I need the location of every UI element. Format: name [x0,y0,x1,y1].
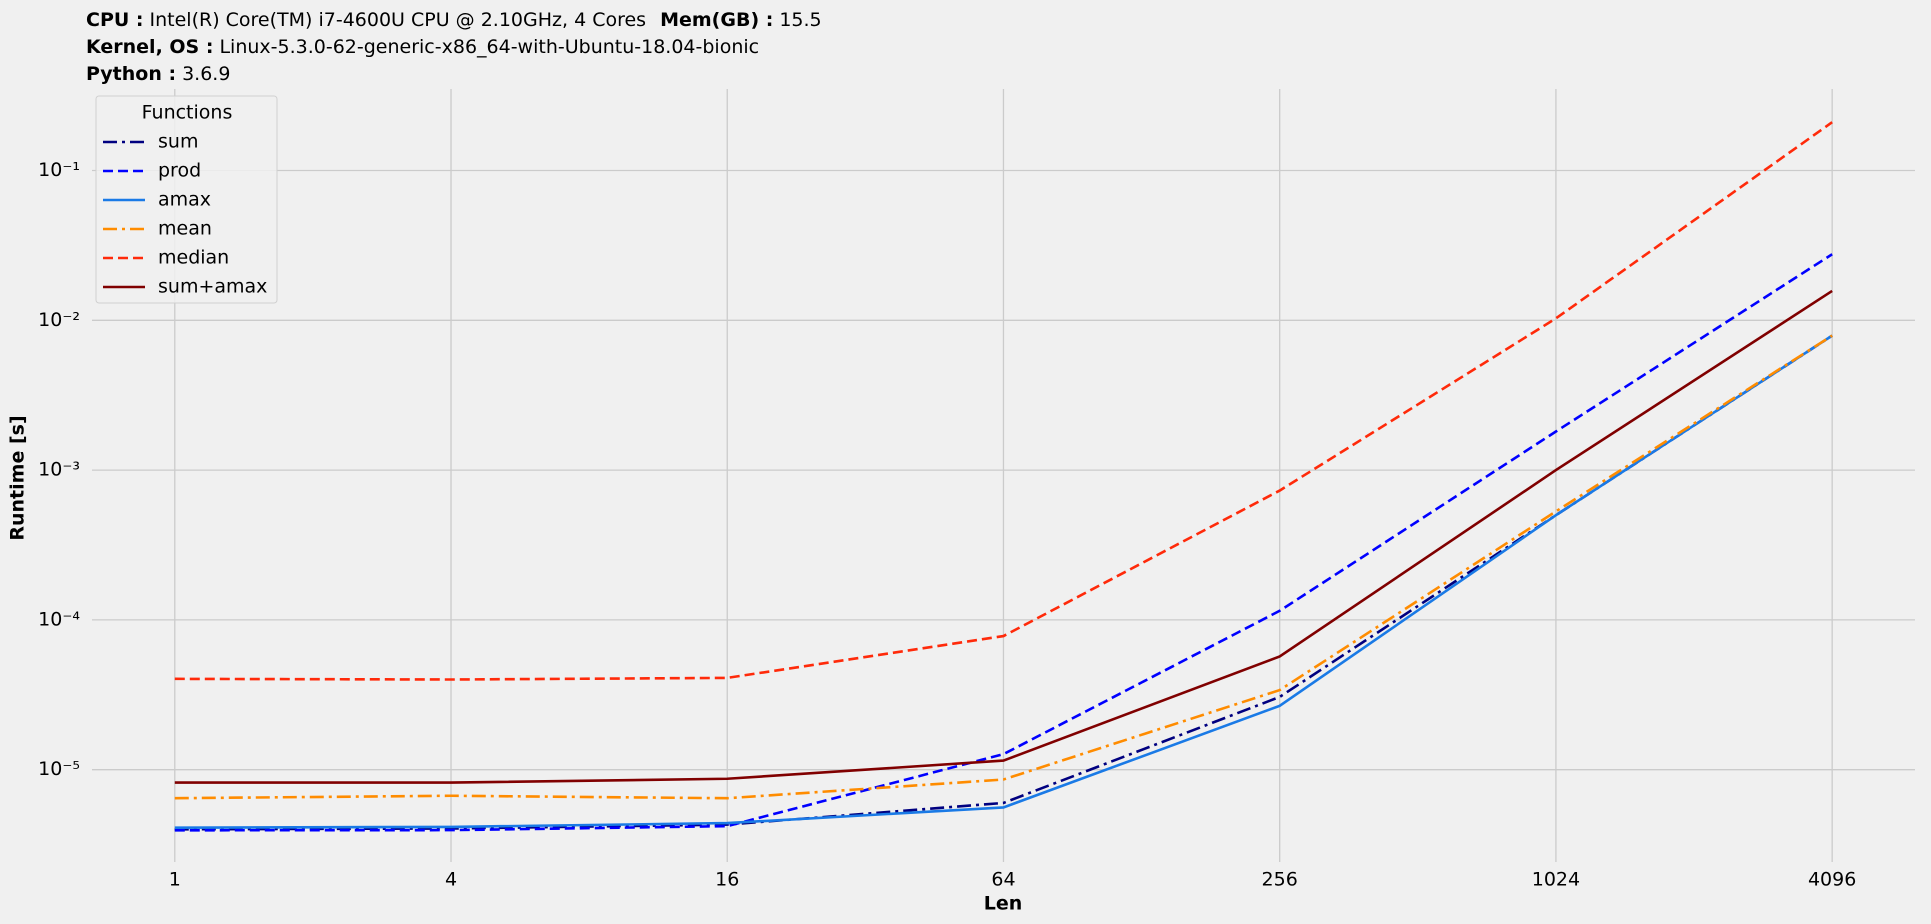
info-value: 15.5 [779,9,821,31]
x-tick-label: 256 [1262,869,1298,891]
legend-box [95,95,278,304]
axes: 1 4 16 64 256 1024 4096 10⁻⁵ 10⁻⁴ 10⁻³ 10⁻² 10⁻¹ [38,159,1856,890]
x-axis-label: Len [984,893,1023,915]
legend-label: mean [158,218,212,240]
info-value: Linux-5.3.0-62-generic-x86_64-with-Ubunt… [219,36,759,58]
series-line [174,334,1833,800]
info-label: CPU : [86,9,144,31]
info-line: CPU : Intel(R) Core(TM) i7-4600U CPU @ 2.… [86,9,822,31]
y-tick-label: 10⁻² [38,309,80,331]
x-tick-label: 4096 [1808,869,1856,891]
plot-lines [174,121,1833,832]
legend-title: Functions [142,102,233,124]
series-line [174,334,1833,829]
y-tick-label: 10⁻¹ [38,159,80,181]
system-info: CPU : Intel(R) Core(TM) i7-4600U CPU @ 2.… [86,9,822,85]
info-label: Kernel, OS : [86,36,213,58]
info-value: 3.6.9 [182,63,230,85]
y-tick-label: 10⁻³ [38,459,80,481]
y-tick-label: 10⁻⁴ [38,608,80,630]
x-tick-label: 1 [169,869,181,891]
info-label: Python : [86,63,176,85]
x-tick-label: 1024 [1532,869,1580,891]
legend-label: median [158,247,229,269]
x-tick-label: 4 [445,869,457,891]
info-line: Kernel, OS : Linux-5.3.0-62-generic-x86_6… [86,36,759,58]
legend-label: sum+amax [158,276,267,298]
series-line [174,334,1833,831]
legend-label: amax [158,189,211,211]
legend-label: sum [158,131,198,153]
x-tick-label: 64 [991,869,1015,891]
info-line: Python : 3.6.9 [86,63,230,85]
series-line [174,289,1833,784]
y-tick-label: 10⁻⁵ [38,758,80,780]
y-axis-label: Runtime [s] [7,415,29,540]
legend: Functions sum prod amax mean median sum+amax [95,95,278,304]
series-line [174,253,1833,832]
series-line [174,121,1833,681]
info-label: Mem(GB) : [660,9,773,31]
info-value: Intel(R) Core(TM) i7-4600U CPU @ 2.10GHz… [150,9,647,31]
legend-label: prod [158,160,201,182]
x-tick-label: 16 [715,869,739,891]
